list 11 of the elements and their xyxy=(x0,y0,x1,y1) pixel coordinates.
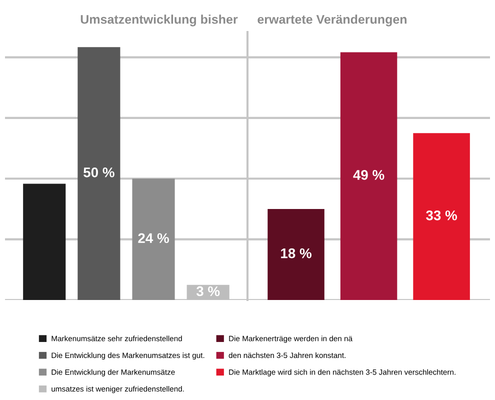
data-label: 50 % xyxy=(84,167,114,178)
chart-title: Umsatzentwicklung bisher xyxy=(80,14,238,26)
bar xyxy=(132,178,175,300)
data-label: 33 % xyxy=(426,210,458,220)
data-label: 18 % xyxy=(281,248,312,258)
bar xyxy=(78,47,120,300)
bar xyxy=(23,184,66,300)
data-label: 3 % xyxy=(196,286,220,296)
chart-title: erwartete Veränderungen xyxy=(258,14,406,26)
data-label: 24 % xyxy=(138,233,169,244)
data-label: 49 % xyxy=(353,170,384,180)
